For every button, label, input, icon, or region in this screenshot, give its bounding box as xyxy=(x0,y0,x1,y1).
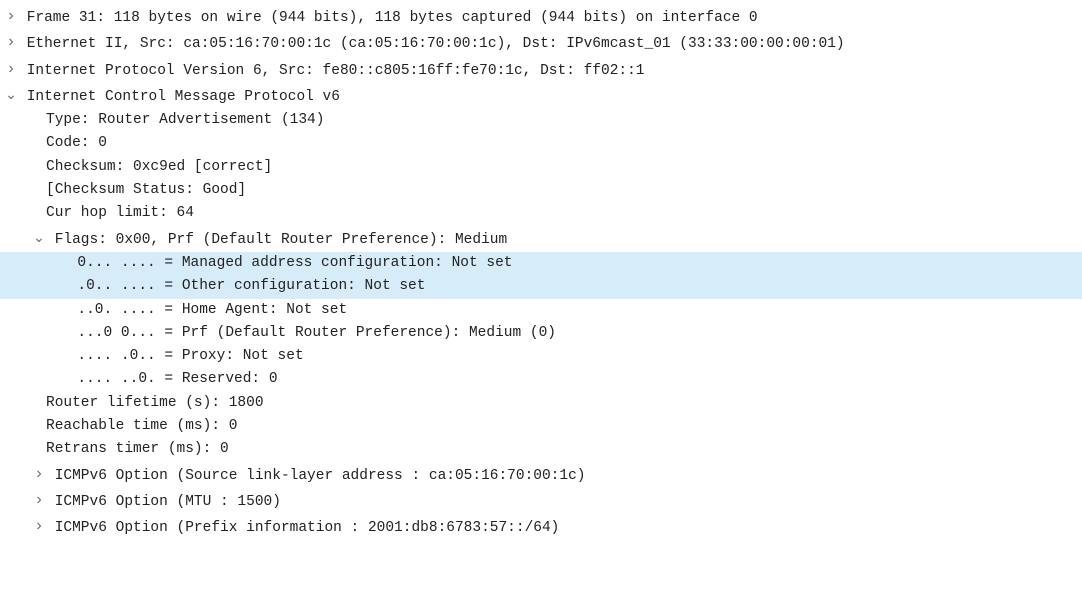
row-text: Frame 31: 118 bytes on wire (944 bits), … xyxy=(27,10,758,26)
row-text: Type: Router Advertisement (134) xyxy=(46,112,324,128)
row-text: ..0. .... = Home Agent: Not set xyxy=(77,302,347,318)
field-retrans-timer[interactable]: Retrans timer (ms): 0 xyxy=(0,438,1082,461)
expand-icon[interactable] xyxy=(32,514,46,538)
expand-icon[interactable] xyxy=(32,462,46,486)
row-text: Flags: 0x00, Prf (Default Router Prefere… xyxy=(55,232,507,248)
expand-icon[interactable] xyxy=(4,57,18,81)
tree-row-opt-prefix[interactable]: ICMPv6 Option (Prefix information : 2001… xyxy=(0,514,1082,540)
tree-row-opt-mtu[interactable]: ICMPv6 Option (MTU : 1500) xyxy=(0,488,1082,514)
row-text: Reachable time (ms): 0 xyxy=(46,418,237,434)
tree-row-frame[interactable]: Frame 31: 118 bytes on wire (944 bits), … xyxy=(0,4,1082,30)
collapse-icon[interactable] xyxy=(32,226,46,250)
row-text: Retrans timer (ms): 0 xyxy=(46,441,229,457)
row-text: [Checksum Status: Good] xyxy=(46,182,246,198)
row-text: ICMPv6 Option (Source link-layer address… xyxy=(55,468,586,484)
tree-row-ipv6[interactable]: Internet Protocol Version 6, Src: fe80::… xyxy=(0,57,1082,83)
row-text: .0.. .... = Other configuration: Not set xyxy=(77,278,425,294)
row-text: Internet Control Message Protocol v6 xyxy=(27,89,340,105)
row-text: Cur hop limit: 64 xyxy=(46,205,194,221)
row-text: ICMPv6 Option (MTU : 1500) xyxy=(55,494,281,510)
field-checksum[interactable]: Checksum: 0xc9ed [correct] xyxy=(0,156,1082,179)
field-code[interactable]: Code: 0 xyxy=(0,132,1082,155)
flag-home-agent[interactable]: ..0. .... = Home Agent: Not set xyxy=(0,299,1082,322)
row-text: 0... .... = Managed address configuratio… xyxy=(77,255,512,271)
flag-prf[interactable]: ...0 0... = Prf (Default Router Preferen… xyxy=(0,322,1082,345)
row-text: Ethernet II, Src: ca:05:16:70:00:1c (ca:… xyxy=(27,36,845,52)
field-hop-limit[interactable]: Cur hop limit: 64 xyxy=(0,202,1082,225)
field-checksum-status[interactable]: [Checksum Status: Good] xyxy=(0,179,1082,202)
field-router-lifetime[interactable]: Router lifetime (s): 1800 xyxy=(0,392,1082,415)
field-type[interactable]: Type: Router Advertisement (134) xyxy=(0,109,1082,132)
row-text: Code: 0 xyxy=(46,135,107,151)
expand-icon[interactable] xyxy=(4,4,18,28)
expand-icon[interactable] xyxy=(32,488,46,512)
tree-row-icmpv6[interactable]: Internet Control Message Protocol v6 xyxy=(0,83,1082,109)
row-text: Internet Protocol Version 6, Src: fe80::… xyxy=(27,63,645,79)
row-text: ...0 0... = Prf (Default Router Preferen… xyxy=(77,325,556,341)
flag-managed[interactable]: 0... .... = Managed address configuratio… xyxy=(0,252,1082,275)
flag-other[interactable]: .0.. .... = Other configuration: Not set xyxy=(0,275,1082,298)
row-text: Router lifetime (s): 1800 xyxy=(46,395,264,411)
row-text: ICMPv6 Option (Prefix information : 2001… xyxy=(55,520,560,536)
flag-proxy[interactable]: .... .0.. = Proxy: Not set xyxy=(0,345,1082,368)
tree-row-flags[interactable]: Flags: 0x00, Prf (Default Router Prefere… xyxy=(0,226,1082,252)
flag-reserved[interactable]: .... ..0. = Reserved: 0 xyxy=(0,368,1082,391)
expand-icon[interactable] xyxy=(4,30,18,54)
tree-row-opt-sll[interactable]: ICMPv6 Option (Source link-layer address… xyxy=(0,462,1082,488)
row-text: .... .0.. = Proxy: Not set xyxy=(77,348,303,364)
field-reachable-time[interactable]: Reachable time (ms): 0 xyxy=(0,415,1082,438)
row-text: .... ..0. = Reserved: 0 xyxy=(77,371,277,387)
tree-row-ethernet[interactable]: Ethernet II, Src: ca:05:16:70:00:1c (ca:… xyxy=(0,30,1082,56)
row-text: Checksum: 0xc9ed [correct] xyxy=(46,159,272,175)
collapse-icon[interactable] xyxy=(4,83,18,107)
